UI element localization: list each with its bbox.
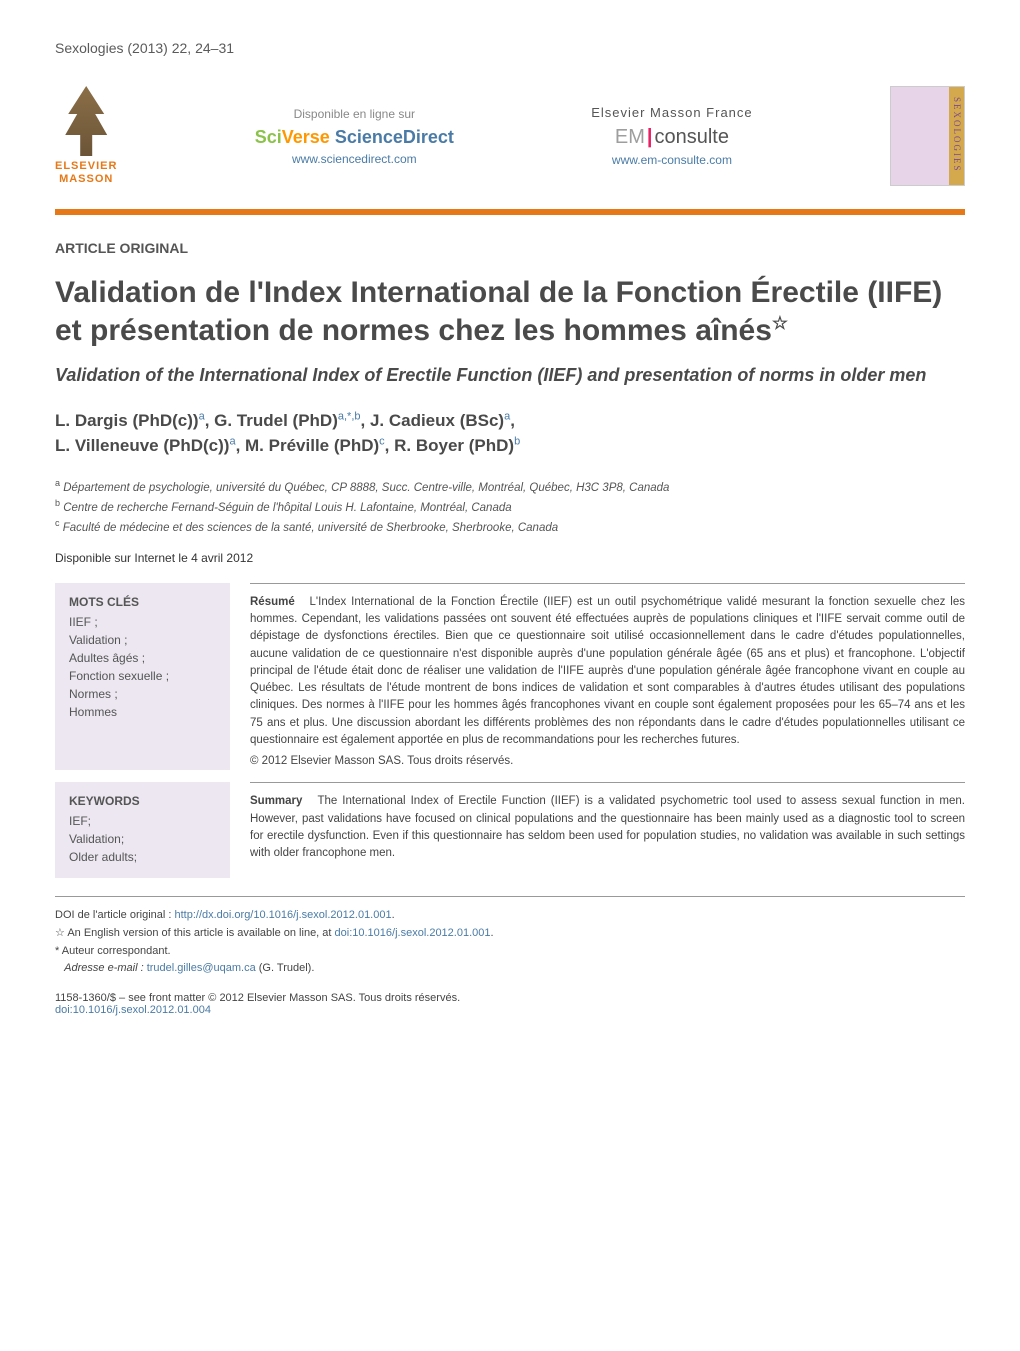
elsevier-name: ELSEVIER xyxy=(55,160,117,172)
mots-cles-list: IIEF ; Validation ; Adultes âgés ; Fonct… xyxy=(69,613,216,721)
authors-list: L. Dargis (PhD(c))a, G. Trudel (PhD)a,*,… xyxy=(55,408,965,459)
article-doi-link[interactable]: doi:10.1016/j.sexol.2012.01.004 xyxy=(55,1004,211,1016)
footnote-star-icon: ☆ xyxy=(772,313,788,333)
sciverse-brand: SciVerse ScienceDirect xyxy=(255,127,454,148)
elsevier-logo: ELSEVIER MASSON xyxy=(55,86,117,186)
page-footer: 1158-1360/$ – see front matter © 2012 El… xyxy=(55,992,965,1016)
article-title-french: Validation de l'Index International de l… xyxy=(55,274,965,349)
email-note: Adresse e-mail : trudel.gilles@uqam.ca (… xyxy=(55,960,965,978)
doi-original-link[interactable]: http://dx.doi.org/10.1016/j.sexol.2012.0… xyxy=(174,909,391,921)
resume-section: MOTS CLÉS IIEF ; Validation ; Adultes âg… xyxy=(55,583,965,771)
journal-cover-thumbnail: SEXOLOGIES xyxy=(890,86,965,186)
publisher-name: Elsevier Masson France xyxy=(591,105,752,120)
online-availability-date: Disponible sur Internet le 4 avril 2012 xyxy=(55,551,965,565)
mots-cles-title: MOTS CLÉS xyxy=(69,595,216,609)
available-online-label: Disponible en ligne sur xyxy=(294,107,415,121)
divider-bar xyxy=(55,209,965,215)
publisher-banner: ELSEVIER MASSON Disponible en ligne sur … xyxy=(55,76,965,201)
resume-text: Résumé L'Index International de la Fonct… xyxy=(250,583,965,771)
sciencedirect-url[interactable]: www.sciencedirect.com xyxy=(292,152,417,166)
issn-copyright: 1158-1360/$ – see front matter © 2012 El… xyxy=(55,992,965,1004)
emconsulte-brand: EM|consulte xyxy=(615,126,729,149)
mots-cles-box: MOTS CLÉS IIEF ; Validation ; Adultes âg… xyxy=(55,583,230,771)
english-doi-link[interactable]: doi:10.1016/j.sexol.2012.01.001 xyxy=(335,927,491,939)
footer-separator xyxy=(55,896,965,897)
star-symbol-icon: ☆ xyxy=(55,927,65,939)
article-title-english: Validation of the International Index of… xyxy=(55,363,965,387)
doi-original-note: DOI de l'article original : http://dx.do… xyxy=(55,907,965,925)
journal-citation: Sexologies (2013) 22, 24–31 xyxy=(55,40,965,56)
elsevier-tree-icon xyxy=(56,86,116,156)
keywords-box: KEYWORDS IEF; Validation; Older adults; xyxy=(55,782,230,878)
cover-spine-text: SEXOLOGIES xyxy=(952,97,962,173)
footnotes: DOI de l'article original : http://dx.do… xyxy=(55,907,965,977)
summary-text: Summary The International Index of Erect… xyxy=(250,782,965,878)
article-type-label: ARTICLE ORIGINAL xyxy=(55,240,965,256)
summary-section: KEYWORDS IEF; Validation; Older adults; … xyxy=(55,782,965,878)
english-version-note: ☆ An English version of this article is … xyxy=(55,925,965,943)
masson-name: MASSON xyxy=(59,173,113,185)
resume-copyright: © 2012 Elsevier Masson SAS. Tous droits … xyxy=(250,753,965,770)
emconsulte-block: Elsevier Masson France EM|consulte www.e… xyxy=(591,105,752,167)
emconsulte-url[interactable]: www.em-consulte.com xyxy=(612,153,732,167)
sciencedirect-block: Disponible en ligne sur SciVerse Science… xyxy=(255,107,454,166)
keywords-title: KEYWORDS xyxy=(69,794,216,808)
corresponding-author-note: * Auteur correspondant. xyxy=(55,943,965,961)
author-email-link[interactable]: trudel.gilles@uqam.ca xyxy=(147,962,256,974)
keywords-list: IEF; Validation; Older adults; xyxy=(69,812,216,866)
affiliations: a Département de psychologie, université… xyxy=(55,477,965,537)
